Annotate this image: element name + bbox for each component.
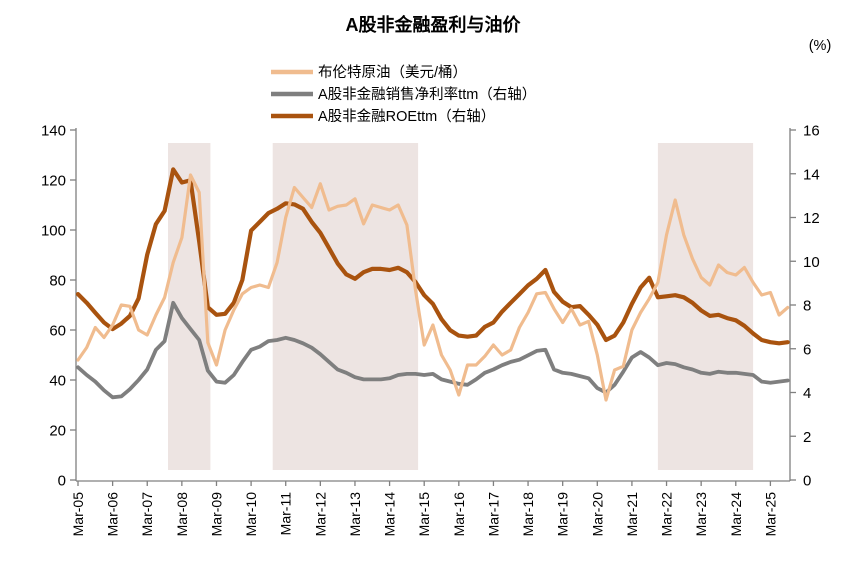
right-axis-tick-label: 4 [803,385,811,402]
chart-title: A股非金融盈利与油价 [346,14,522,35]
series-line-2 [75,167,790,346]
axes: 0 20 40 60 80 100 120 140 0 2 4 6 8 10 12 14 16 Mar-05 Mar… [41,123,820,537]
left-axis-tick-label: 20 [49,423,66,440]
right-axis-tick-label: 8 [803,298,811,315]
right-axis-tick-label: 6 [803,341,811,358]
x-axis-tick-label: Mar-17 [485,492,501,537]
legend: 布伦特原油（美元/桶） A股非金融销售净利率ttm（右轴） A股非金融ROEttm（… [271,64,536,125]
x-axis-tick-label: Mar-06 [105,492,121,537]
left-axis-tick-label: 40 [49,373,66,390]
x-axis-tick-label: Mar-20 [589,492,605,537]
series-line-0 [76,173,790,402]
left-axis-tick-label: 120 [41,173,66,190]
x-axis-tick-label: Mar-10 [243,492,259,537]
left-axis-tick-label: 80 [49,273,66,290]
x-axis-tick-label: Mar-16 [451,492,467,537]
series-lines [75,167,790,402]
highlight-bands [168,143,754,470]
x-axis-tick-label: Mar-22 [659,492,675,537]
right-axis-tick-label: 10 [803,254,820,271]
left-axis-tick-label: 100 [41,223,66,240]
series-line-1 [76,300,790,400]
legend-label-2: A股非金融ROEttm（右轴） [318,108,495,125]
x-axis-tick-label: Mar-05 [70,492,86,537]
legend-label-1: A股非金融销售净利率ttm（右轴） [318,86,536,103]
legend-label-0: 布伦特原油（美元/桶） [318,64,467,81]
x-axis-tick-label: Mar-21 [624,492,640,537]
left-axis-tick-label: 140 [41,123,66,140]
highlight-band [657,143,754,470]
right-axis-tick-label: 2 [803,429,811,446]
x-axis-tick-label: Mar-23 [693,492,709,537]
highlight-band [272,143,419,470]
right-axis-tick-label: 0 [803,473,811,490]
x-axis-tick-label: Mar-14 [382,492,398,537]
right-axis-tick-label: 14 [803,166,820,183]
x-axis-tick-label: Mar-07 [139,492,155,537]
x-axis-tick-label: Mar-15 [416,492,432,537]
x-axis-tick-label: Mar-13 [347,492,363,537]
x-axis-tick-label: Mar-11 [278,492,294,536]
x-axis-tick-label: Mar-18 [520,492,536,537]
x-axis-tick-label: Mar-12 [312,492,328,537]
x-axis-tick-label: Mar-24 [728,492,744,537]
right-axis-tick-label: 16 [803,123,820,140]
right-axis-tick-label: 12 [803,210,820,227]
left-axis-tick-label: 0 [58,473,66,490]
x-axis-tick-label: Mar-09 [209,492,225,537]
left-axis-tick-label: 60 [49,323,66,340]
right-axis-unit-label: (%) [809,38,832,54]
x-axis-tick-label: Mar-25 [762,492,778,537]
x-axis-tick-label: Mar-08 [174,492,190,537]
x-axis-tick-label: Mar-19 [555,492,571,537]
